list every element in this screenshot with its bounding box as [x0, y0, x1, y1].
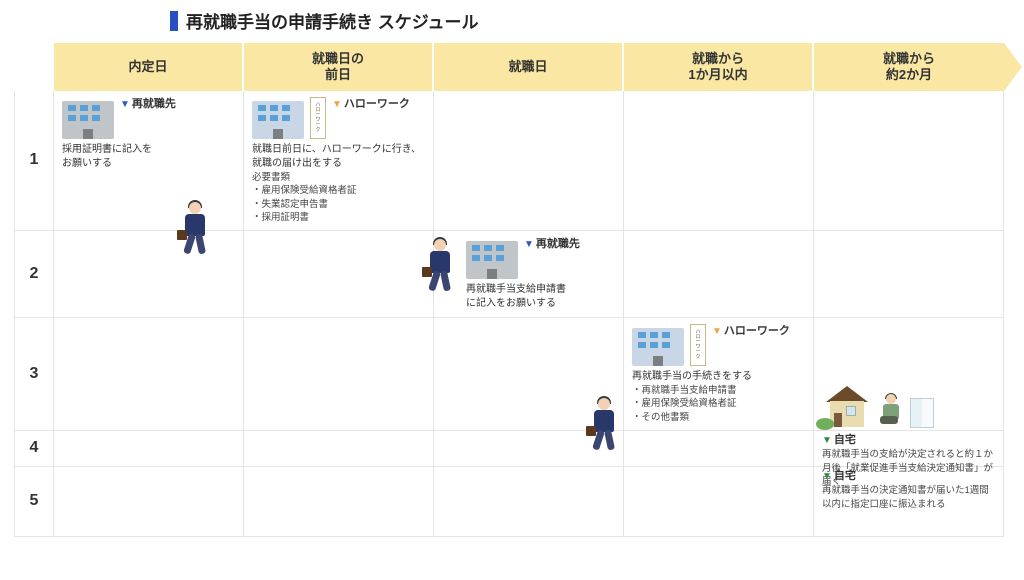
cell-r3-c5 [814, 318, 1004, 431]
r1c2-doc1: ・雇用保険受給資格者証 [252, 184, 425, 197]
cell-r2-c2 [244, 231, 434, 318]
triangle-marker-icon: ▼ [332, 98, 342, 112]
r3c4-doc1: ・再就職手当支給申請書 [632, 384, 805, 397]
office-building-icon [466, 237, 518, 279]
schedule-grid: 内定日 就職日の前日 就職日 就職から1か月以内 就職から約2か月 1 ▼再就職… [14, 43, 1004, 537]
col-header-2-label: 就職日の前日 [312, 51, 364, 84]
row-4-num: 4 [14, 431, 54, 467]
schedule-diagram: 再就職手当の申請手続き スケジュール 内定日 就職日の前日 就職日 就職から1か… [0, 0, 1024, 580]
cell-r3-c4: ハローワーク ▼ハローワーク 再就職手当の手続きをする ・再就職手当支給申請書 … [624, 318, 814, 431]
cell-r1-c1: ▼再就職先 採用証明書に記入をお願いする [54, 91, 244, 231]
office-building-icon [62, 97, 114, 139]
location-hellowork: ▼ハローワーク [712, 324, 790, 339]
cell-r5-c4 [624, 467, 814, 537]
col-header-3-label: 就職日 [508, 59, 547, 75]
col-header-5: 就職から約2か月 [814, 43, 1004, 91]
triangle-marker-icon: ▼ [120, 98, 130, 112]
cell-r5-c5: ▼自宅 再就職手当の決定通知書が届いた1週間以内に指定口座に振込まれる [814, 467, 1004, 537]
location-hellowork-label: ハローワーク [344, 97, 410, 112]
page-title: 再就職手当の申請手続き スケジュール [186, 8, 479, 33]
location-home-label: 自宅 [834, 433, 856, 448]
col-header-2: 就職日の前日 [244, 43, 434, 91]
r1c2-doc2: ・失業認定申告書 [252, 198, 425, 211]
row-5-num: 5 [14, 467, 54, 537]
cell-r4-c2 [244, 431, 434, 467]
triangle-marker-icon: ▼ [524, 238, 534, 252]
r2c3-desc: 再就職手当支給申請書に記入をお願いする [466, 283, 615, 311]
triangle-marker-icon: ▼ [822, 434, 832, 448]
timeline-arrow-icon [1004, 43, 1022, 91]
cell-r3-c2 [244, 318, 434, 431]
cell-r2-c4 [624, 231, 814, 318]
cell-r2-c5 [814, 231, 1004, 318]
r1c2-doc3: ・採用証明書 [252, 211, 425, 224]
location-workplace-label: 再就職先 [536, 237, 580, 252]
location-home-label: 自宅 [834, 469, 856, 484]
col-header-1: 内定日 [54, 43, 244, 91]
cell-r3-c1 [54, 318, 244, 431]
cell-r2-c1 [54, 231, 244, 318]
location-home: ▼自宅 [822, 469, 856, 484]
hellowork-sign-icon: ハローワーク [310, 97, 326, 139]
col-header-3: 就職日 [434, 43, 624, 91]
col-header-4-label: 就職から1か月以内 [688, 51, 747, 84]
hellowork-building-icon [632, 324, 684, 366]
walking-person-icon [422, 237, 458, 293]
cell-r1-c4 [624, 91, 814, 231]
triangle-marker-icon: ▼ [822, 470, 832, 484]
cell-r4-c1 [54, 431, 244, 467]
cell-r4-c3 [434, 431, 624, 467]
title-accent-bar [170, 11, 178, 31]
house-icon [820, 386, 874, 428]
row-3-num: 3 [14, 318, 54, 431]
r3c4-doc3: ・その他書類 [632, 411, 805, 424]
cell-r1-c3 [434, 91, 624, 231]
r1c2-desc: 就職日前日に、ハローワークに行き、就職の届け出をする [252, 143, 425, 171]
triangle-marker-icon: ▼ [712, 325, 722, 339]
sitting-person-icon [878, 394, 906, 428]
col-header-1-label: 内定日 [128, 59, 167, 75]
row-2-num: 2 [14, 231, 54, 318]
cell-r4-c4 [624, 431, 814, 467]
cell-r5-c2 [244, 467, 434, 537]
cell-r4-c5: ▼自宅 再就職手当の支給が決定されると約１か月後「就業促進手当支給決定通知書」が… [814, 431, 1004, 467]
location-home: ▼自宅 [822, 433, 856, 448]
cell-r2-c3: ▼再就職先 再就職手当支給申請書に記入をお願いする [434, 231, 624, 318]
r3c4-desc: 再就職手当の手続きをする [632, 370, 805, 384]
r5c5-desc: 再就職手当の決定通知書が届いた1週間以内に指定口座に振込まれる [822, 484, 995, 511]
hellowork-sign-icon: ハローワーク [690, 324, 706, 366]
r1c1-desc: 採用証明書に記入をお願いする [62, 143, 235, 171]
location-workplace: ▼再就職先 [524, 237, 580, 252]
row-1-num: 1 [14, 91, 54, 231]
location-hellowork-label: ハローワーク [724, 324, 790, 339]
r3c4-doc2: ・雇用保険受給資格者証 [632, 397, 805, 410]
r1c2-docs-title: 必要書類 [252, 171, 425, 184]
header-blank [14, 43, 54, 91]
col-header-5-label: 就職から約2か月 [883, 51, 935, 84]
location-hellowork: ▼ハローワーク [332, 97, 410, 112]
location-workplace: ▼再就職先 [120, 97, 176, 112]
location-workplace-label: 再就職先 [132, 97, 176, 112]
cell-r5-c1 [54, 467, 244, 537]
hellowork-building-icon [252, 97, 304, 139]
cell-r1-c5 [814, 91, 1004, 231]
col-header-4: 就職から1か月以内 [624, 43, 814, 91]
cell-r5-c3 [434, 467, 624, 537]
title-row: 再就職手当の申請手続き スケジュール [0, 8, 1024, 33]
window-icon [910, 398, 934, 428]
cell-r1-c2: ハローワーク ▼ハローワーク 就職日前日に、ハローワークに行き、就職の届け出をす… [244, 91, 434, 231]
